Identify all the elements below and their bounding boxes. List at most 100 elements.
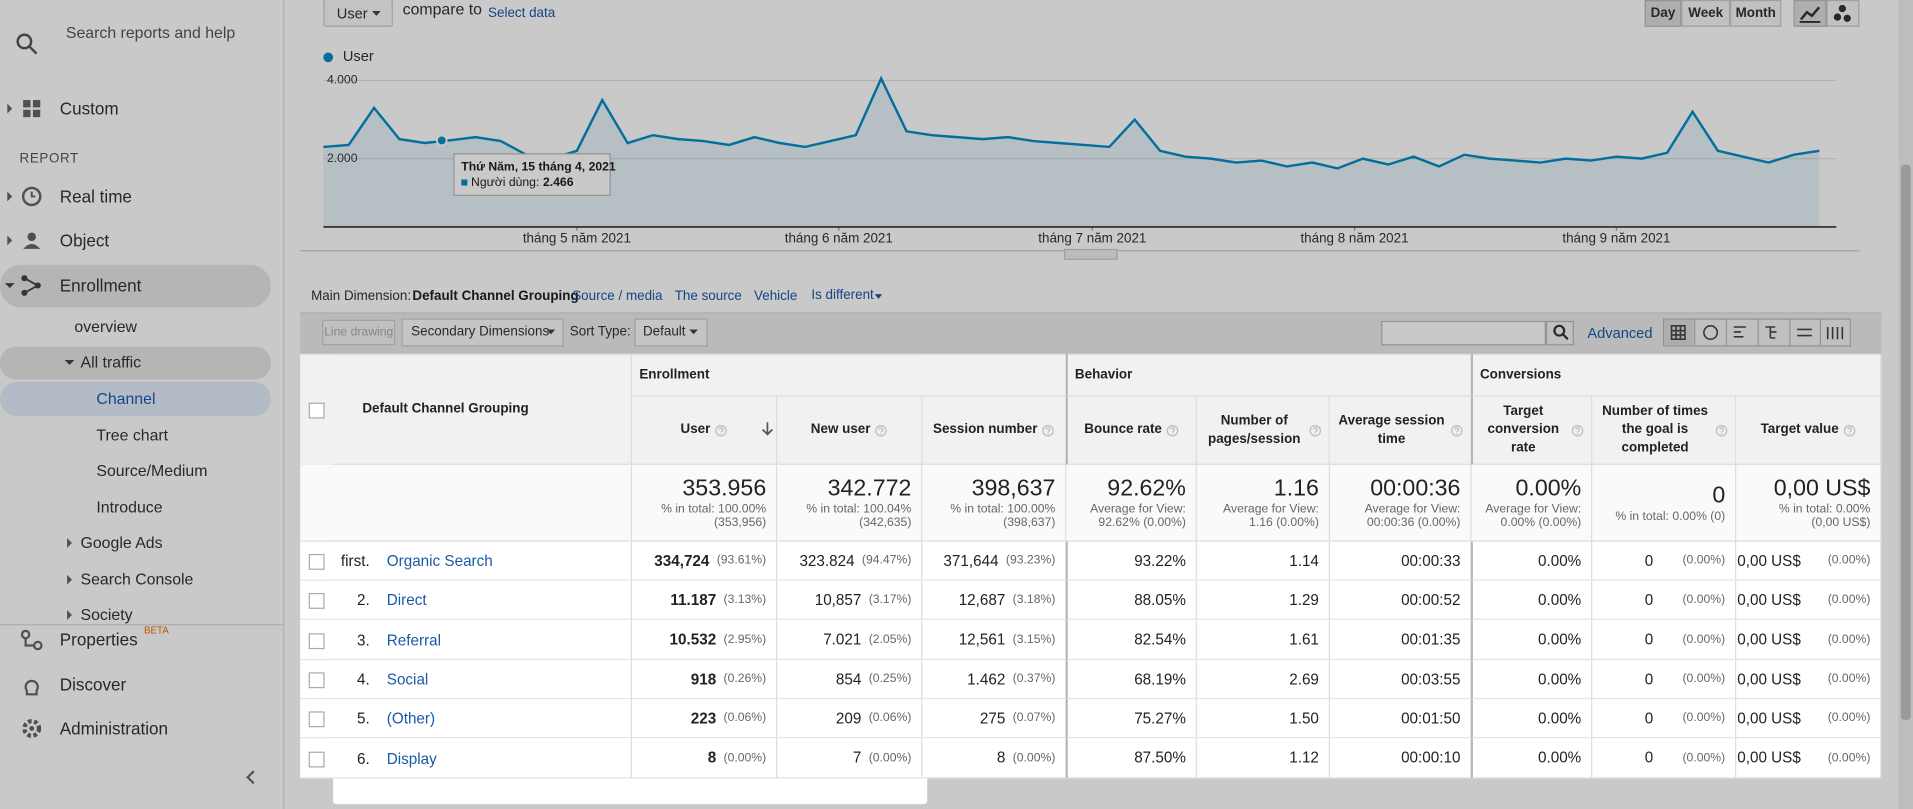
nav-item[interactable]: Introduce — [96, 497, 163, 517]
nav-item[interactable]: Object — [59, 230, 110, 251]
nav-item[interactable]: Tree chart — [96, 425, 169, 445]
table-cell: 0 (0.00%) — [1592, 619, 1737, 661]
nav-item[interactable]: Discover — [59, 674, 127, 695]
tooltip-value: Người dùng: 2.466 — [471, 175, 574, 189]
table-cell: 334,724 (93.61%) — [632, 541, 778, 581]
period-button[interactable]: Day — [1644, 0, 1682, 27]
nav-item[interactable]: Google Ads — [80, 533, 163, 552]
tooltip-title: Thứ Năm, 15 tháng 4, 2021 — [461, 159, 616, 173]
nav-item[interactable]: Search Console — [80, 569, 194, 589]
channel-link[interactable]: Social — [386, 671, 429, 689]
search-box[interactable]: Search reports and help — [65, 23, 236, 42]
total-cell: 342.772% in total: 100.04% (342,635) — [777, 464, 923, 542]
advanced-link[interactable]: Advanced — [1587, 324, 1653, 342]
beta-badge: BETA — [143, 624, 169, 636]
checkbox[interactable] — [308, 632, 325, 649]
secondary-dimension-dropdown[interactable]: Secondary Dimensions — [401, 318, 564, 347]
nav-item[interactable]: Administration — [59, 718, 169, 739]
cell-value: 8 — [707, 749, 717, 767]
select-data-link[interactable]: Select data — [488, 6, 556, 21]
nav-item[interactable]: Custom — [59, 98, 119, 119]
nav-item[interactable]: overview — [74, 317, 138, 336]
column-header[interactable]: New user — [777, 396, 923, 465]
checkbox[interactable] — [308, 672, 325, 689]
tooltip-swatch — [461, 179, 468, 186]
cell-percent: (3.18%) — [1012, 593, 1056, 607]
nav-item[interactable]: Properties — [59, 629, 138, 650]
resize-handle[interactable] — [1063, 248, 1118, 260]
cell-percent: (0.00%) — [1682, 751, 1726, 765]
scrollbar-thumb[interactable] — [1900, 164, 1911, 720]
cell-value: 0,00 US$ — [1737, 630, 1801, 648]
dimension-label: Main Dimension: — [311, 289, 412, 304]
channel-link[interactable]: Direct — [386, 591, 427, 609]
period-button[interactable]: Week — [1681, 0, 1731, 27]
checkbox[interactable] — [308, 593, 325, 609]
total-value: 0 — [1712, 482, 1726, 509]
nav-item-active[interactable]: Channel — [96, 389, 156, 408]
cell-value: 7.021 — [823, 630, 862, 648]
compare-text: compare to — [402, 0, 482, 19]
cell-percent: (0.00%) — [1012, 751, 1056, 765]
cell-value: 0,00 US$ — [1737, 591, 1801, 609]
dimension-option-active[interactable]: Default Channel Grouping — [412, 289, 579, 304]
checkbox[interactable] — [308, 553, 325, 570]
column-header[interactable]: Average session time — [1329, 396, 1472, 465]
checkbox[interactable] — [308, 751, 325, 767]
nav-item[interactable]: Society — [80, 605, 133, 624]
table-cell: 854 (0.25%) — [777, 660, 923, 700]
column-header[interactable]: Target conversion rate — [1471, 396, 1593, 465]
table-search-input[interactable] — [1381, 320, 1546, 346]
table-cell: 0,00 US$ (0.00%) — [1736, 580, 1882, 620]
cell-value: 00:01:50 — [1401, 709, 1461, 727]
total-note: Average for View: — [1223, 502, 1319, 517]
table-cell: 8 (0.00%) — [922, 738, 1067, 779]
total-value: 1.16 — [1273, 475, 1319, 502]
column-header[interactable]: User — [632, 396, 778, 465]
metric-dropdown[interactable] — [323, 0, 393, 27]
table-cell: 2.69 — [1196, 660, 1330, 700]
nav-item[interactable]: Enrollment — [59, 275, 142, 296]
help-icon — [1167, 424, 1179, 436]
sort-dropdown[interactable]: Default — [634, 318, 708, 347]
period-button[interactable]: Month — [1730, 0, 1782, 27]
table-cell: 0 (0.00%) — [1592, 738, 1737, 779]
nav-item[interactable]: All traffic — [80, 352, 142, 371]
cell-value: 1.61 — [1289, 630, 1319, 648]
table-cell: 0,00 US$ (0.00%) — [1736, 738, 1882, 779]
checkbox[interactable] — [308, 402, 325, 419]
y-tick-label: 2.000 — [327, 151, 358, 165]
channel-link[interactable]: (Other) — [386, 710, 436, 728]
sort-arrow — [761, 422, 773, 436]
column-title: Target value — [1760, 422, 1839, 437]
channel-link[interactable]: Referral — [386, 631, 442, 649]
cell-percent: (2.05%) — [868, 632, 912, 647]
table-cell: 10,857 (3.17%) — [777, 580, 923, 620]
checkbox[interactable] — [308, 711, 325, 728]
total-value: 92.62% — [1107, 475, 1186, 502]
column-header[interactable]: Target value — [1736, 396, 1882, 465]
x-tick-label: tháng 8 năm 2021 — [1300, 231, 1408, 246]
help-icon — [715, 424, 728, 436]
cell-value: 1.14 — [1289, 552, 1319, 570]
column-header[interactable]: Number of times the goal is completed — [1592, 396, 1737, 465]
line-drawing-button[interactable]: Line drawing — [322, 319, 396, 346]
channel-link[interactable]: Display — [386, 749, 437, 767]
chart-type-button[interactable] — [1826, 0, 1860, 27]
cell-value: 334,724 — [654, 552, 710, 570]
cell-percent: (0.06%) — [868, 711, 912, 725]
dimension-option[interactable]: Vehicle — [754, 289, 798, 304]
nav-item[interactable]: Source/Medium — [96, 461, 208, 480]
dimension-option[interactable]: Source / media — [572, 289, 663, 304]
dimension-option[interactable]: Is different — [811, 287, 874, 303]
caret — [874, 294, 883, 299]
nav-item[interactable]: Real time — [59, 186, 132, 207]
column-header[interactable]: Session number — [922, 396, 1067, 465]
legend-label: User — [343, 49, 374, 65]
column-header[interactable]: Number of pages/session — [1196, 396, 1330, 465]
channel-link[interactable]: Organic Search — [386, 552, 493, 570]
table-cell: 00:01:35 — [1329, 619, 1472, 661]
dimension-option[interactable]: The source — [674, 289, 742, 304]
column-header[interactable]: Bounce rate — [1066, 396, 1197, 465]
section-title: REPORT — [19, 151, 79, 166]
